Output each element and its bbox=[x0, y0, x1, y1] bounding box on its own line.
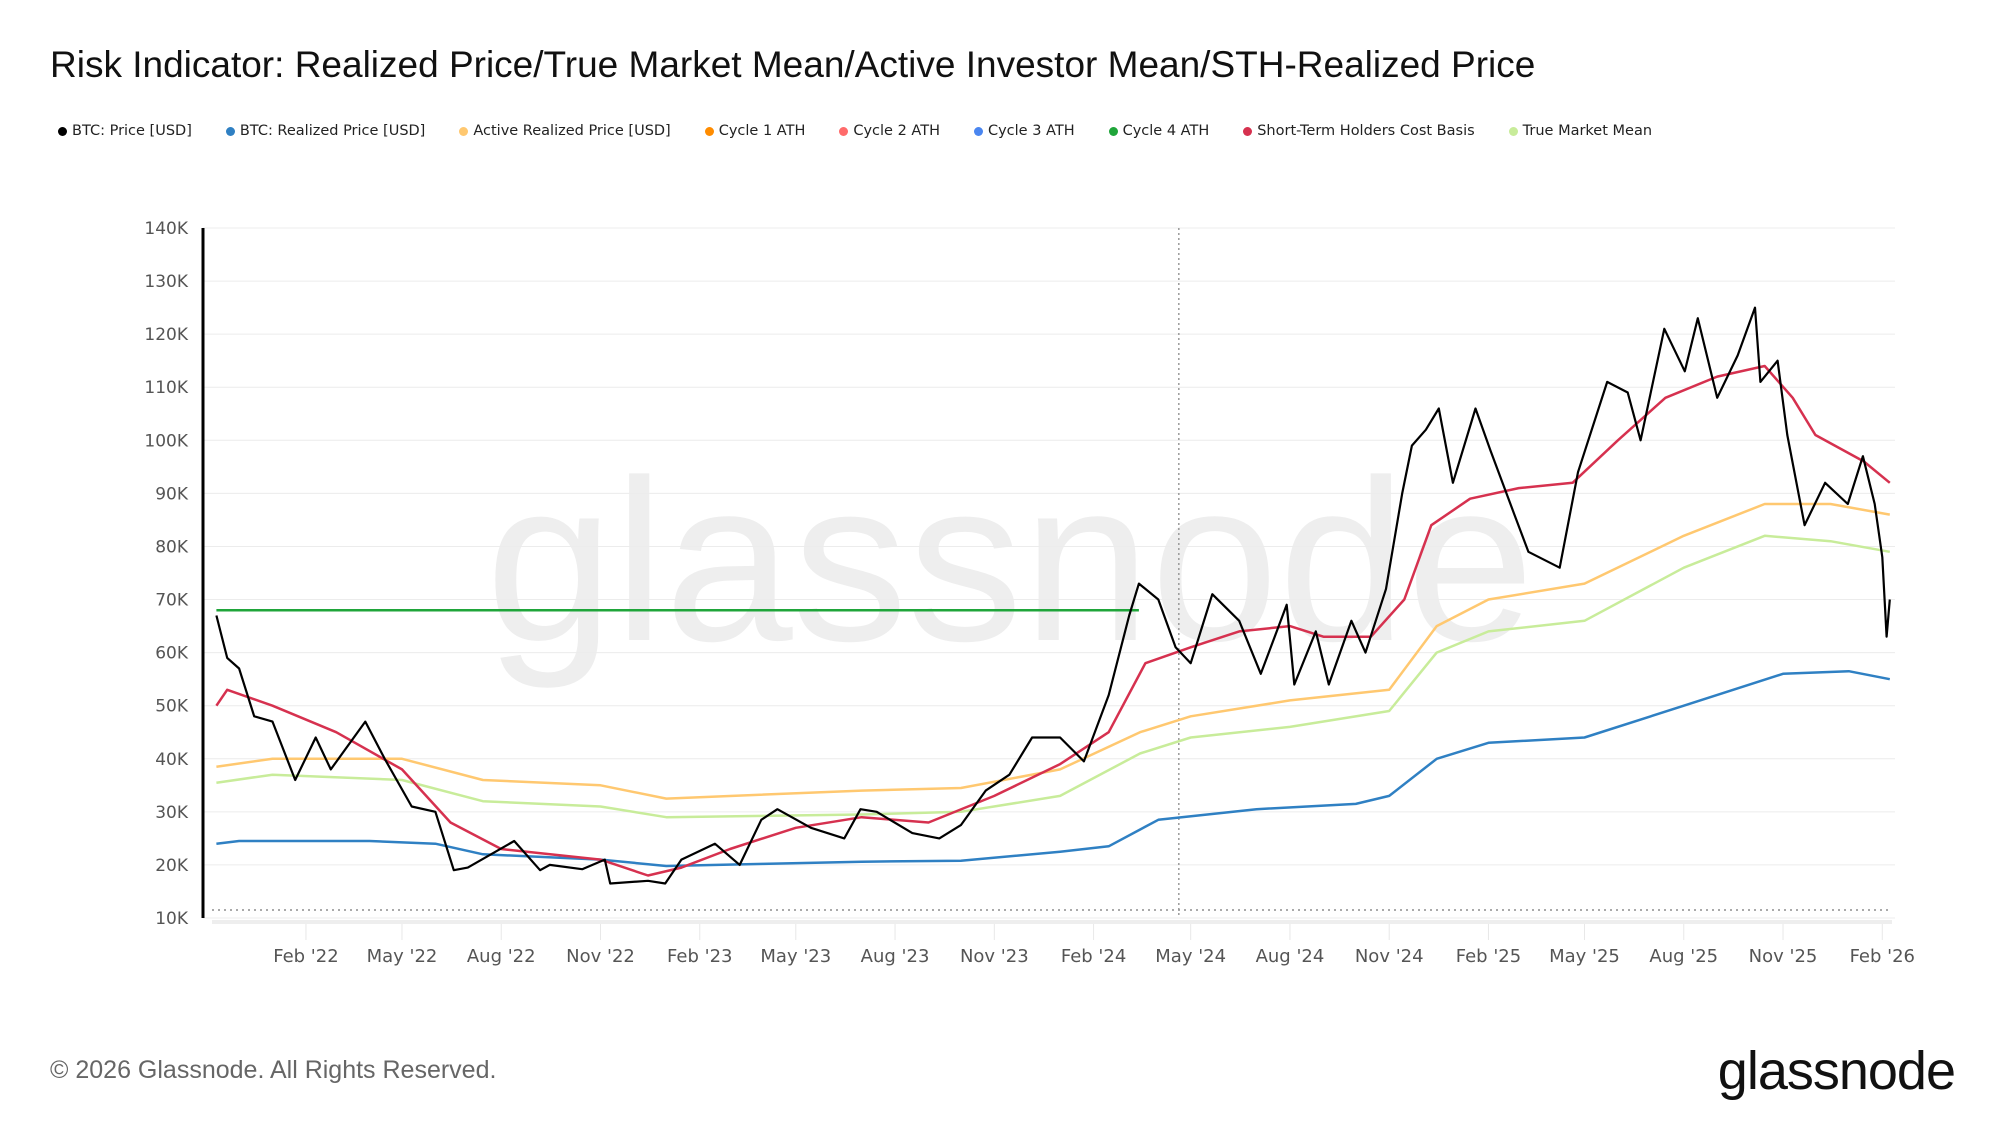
x-tick-label: May '25 bbox=[1549, 946, 1620, 967]
y-tick-label: 60K bbox=[155, 644, 189, 664]
legend-item[interactable]: BTC: Realized Price [USD] bbox=[225, 123, 426, 139]
y-tick-label: 120K bbox=[144, 325, 188, 345]
legend-dot-icon bbox=[225, 126, 235, 136]
x-axis-band bbox=[212, 920, 1892, 924]
legend-dot-icon bbox=[58, 126, 67, 136]
x-tick-label: May '24 bbox=[1155, 946, 1226, 967]
legend-item[interactable]: Cycle 3 ATH bbox=[973, 123, 1075, 139]
watermark: glassnode bbox=[486, 432, 1535, 689]
legend-item[interactable]: True Market Mean bbox=[1508, 123, 1653, 139]
legend-label: Active Realized Price [USD] bbox=[473, 123, 671, 139]
legend-dot-icon bbox=[973, 126, 983, 136]
y-tick-label: 20K bbox=[155, 856, 189, 876]
series-line-btc-price-usd- bbox=[215, 306, 1891, 885]
x-tick-label: Feb '23 bbox=[667, 946, 732, 967]
glassnode-logo: glassnode bbox=[1717, 1041, 1956, 1101]
x-tick-label: Feb '22 bbox=[273, 946, 338, 967]
series-line-short-term-holders-cost-basis bbox=[215, 364, 1891, 877]
y-tick-label: 10K bbox=[155, 909, 189, 929]
series-line-true-market-mean bbox=[216, 534, 1891, 819]
legend-dot-icon bbox=[1508, 126, 1518, 136]
y-tick-label: 90K bbox=[155, 484, 189, 504]
y-tick-label: 70K bbox=[155, 591, 189, 611]
y-tick-label: 140K bbox=[144, 219, 188, 239]
y-tick-label: 130K bbox=[144, 272, 188, 292]
y-tick-label: 100K bbox=[144, 431, 188, 451]
y-tick-label: 50K bbox=[155, 697, 189, 717]
legend-item[interactable]: Cycle 2 ATH bbox=[839, 123, 940, 139]
x-tick-label: Aug '24 bbox=[1256, 946, 1325, 967]
x-tick-label: Aug '22 bbox=[467, 946, 536, 967]
x-tick-label: Nov '24 bbox=[1355, 946, 1424, 967]
legend-item[interactable]: Short-Term Holders Cost Basis bbox=[1243, 123, 1475, 139]
legend-label: Cycle 2 ATH bbox=[853, 123, 940, 139]
y-tick-label: 40K bbox=[155, 750, 189, 770]
x-tick-label: Aug '25 bbox=[1649, 946, 1718, 967]
legend-dot-icon bbox=[839, 126, 849, 136]
x-tick-label: Feb '24 bbox=[1061, 946, 1126, 967]
legend-label: Cycle 1 ATH bbox=[718, 123, 806, 139]
legend-item[interactable]: BTC: Price [USD] bbox=[58, 123, 192, 139]
x-tick-label: Feb '25 bbox=[1456, 946, 1521, 967]
x-tick-label: May '23 bbox=[760, 946, 831, 967]
legend-dot-icon bbox=[704, 126, 714, 136]
legend-item[interactable]: Active Realized Price [USD] bbox=[459, 123, 671, 139]
x-tick-label: May '22 bbox=[367, 946, 438, 967]
copyright-footer: © 2026 Glassnode. All Rights Reserved. bbox=[50, 1056, 497, 1084]
legend-label: Cycle 4 ATH bbox=[1122, 123, 1210, 139]
series-line-active-realized-price-usd- bbox=[216, 502, 1891, 800]
series-line-btc-realized-price-usd- bbox=[216, 669, 1891, 868]
y-tick-label: 80K bbox=[155, 537, 189, 557]
legend-label: BTC: Realized Price [USD] bbox=[239, 123, 426, 139]
legend-label: BTC: Price [USD] bbox=[72, 123, 192, 139]
x-tick-label: Nov '23 bbox=[960, 946, 1029, 967]
x-tick-label: Nov '22 bbox=[566, 946, 635, 967]
y-tick-label: 30K bbox=[155, 803, 189, 823]
legend-item[interactable]: Cycle 1 ATH bbox=[704, 123, 806, 139]
legend: BTC: Price [USD] BTC: Realized Price [USD… bbox=[58, 123, 1686, 139]
legend-dot-icon bbox=[1243, 126, 1253, 136]
x-tick-label: Aug '23 bbox=[861, 946, 930, 967]
legend-dot-icon bbox=[1108, 126, 1118, 136]
legend-label: True Market Mean bbox=[1522, 123, 1653, 139]
legend-label: Cycle 3 ATH bbox=[987, 123, 1075, 139]
legend-label: Short-Term Holders Cost Basis bbox=[1257, 123, 1475, 139]
x-tick-label: Nov '25 bbox=[1749, 946, 1818, 967]
legend-item[interactable]: Cycle 4 ATH bbox=[1108, 123, 1210, 139]
legend-dot-icon bbox=[459, 126, 469, 136]
chart-title: Risk Indicator: Realized Price/True Mark… bbox=[50, 44, 1536, 85]
x-tick-label: Feb '26 bbox=[1850, 946, 1915, 967]
y-tick-label: 110K bbox=[144, 378, 188, 398]
